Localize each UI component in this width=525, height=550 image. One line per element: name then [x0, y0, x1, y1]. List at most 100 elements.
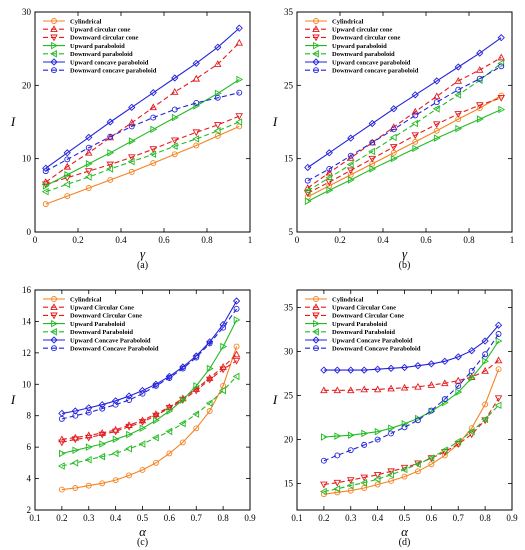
data-point — [388, 478, 395, 484]
data-point — [128, 103, 136, 111]
x-tick-label: 0 — [33, 235, 38, 245]
data-point — [235, 24, 243, 32]
data-point — [84, 455, 92, 464]
data-point — [325, 173, 333, 182]
legend-entry: Downward paraboloid — [70, 51, 133, 58]
data-point — [232, 357, 241, 365]
data-point — [412, 112, 419, 119]
data-point — [326, 186, 334, 194]
series-line — [45, 125, 240, 205]
series-0 — [58, 343, 240, 493]
plot-frame — [34, 11, 251, 233]
data-point — [150, 160, 157, 167]
data-point — [206, 340, 213, 347]
legend-entry: Upward circular cone — [70, 27, 131, 34]
data-point — [193, 354, 200, 361]
data-point — [128, 168, 135, 175]
y-axis-label: I — [10, 392, 16, 407]
data-point — [107, 133, 114, 140]
y-tick-label: 25 — [284, 391, 294, 401]
data-point — [497, 53, 506, 61]
data-point — [497, 59, 505, 68]
y-tick-label: 25 — [284, 80, 294, 90]
data-point — [193, 425, 200, 432]
data-point — [441, 396, 448, 403]
data-point — [390, 154, 398, 163]
y-tick-label: 30 — [22, 7, 32, 17]
data-point — [219, 386, 226, 395]
series-line — [61, 308, 238, 420]
data-point — [347, 134, 355, 142]
series-line — [307, 108, 502, 202]
series-line — [61, 376, 237, 467]
data-point — [149, 103, 158, 111]
data-point — [232, 297, 241, 305]
data-point — [58, 415, 65, 422]
data-point — [468, 374, 476, 382]
data-point — [192, 129, 201, 137]
data-point — [112, 477, 119, 484]
data-point — [152, 410, 160, 417]
data-point — [427, 360, 436, 368]
data-point — [346, 160, 354, 169]
data-point — [205, 374, 214, 381]
data-point — [99, 440, 107, 448]
series-line — [323, 404, 499, 493]
x-tick-label: 0.9 — [506, 513, 518, 523]
data-point — [361, 429, 369, 438]
data-point — [84, 434, 93, 442]
data-point — [498, 105, 506, 114]
data-point — [149, 146, 158, 154]
series-2 — [303, 94, 506, 198]
data-point — [346, 481, 354, 490]
data-point — [233, 316, 241, 324]
data-point — [412, 144, 420, 153]
legend-marker — [51, 319, 58, 328]
data-point — [138, 440, 146, 448]
data-point — [219, 366, 227, 374]
data-point — [347, 152, 354, 159]
data-point — [98, 429, 106, 436]
data-point — [85, 144, 92, 151]
data-point — [441, 398, 449, 407]
data-point — [432, 105, 440, 113]
legend-marker — [50, 50, 57, 58]
data-point — [165, 427, 173, 436]
data-point — [84, 168, 93, 176]
data-point — [414, 382, 422, 390]
legend-marker — [313, 41, 320, 50]
data-point — [152, 412, 160, 420]
data-point — [320, 457, 327, 464]
data-point — [152, 459, 159, 466]
data-point — [166, 375, 173, 381]
x-tick-label: 0.2 — [56, 513, 67, 523]
data-point — [127, 118, 136, 126]
data-point — [179, 397, 187, 404]
legend-marker — [50, 336, 58, 344]
legend-marker — [312, 303, 320, 311]
data-point — [236, 75, 244, 84]
data-point — [495, 331, 502, 337]
data-point — [414, 468, 421, 475]
data-point — [347, 366, 355, 374]
legend-entry: Upward paraboloid — [70, 43, 125, 50]
data-point — [125, 421, 133, 428]
data-point — [63, 180, 71, 189]
data-point — [319, 487, 327, 496]
data-point — [347, 431, 355, 439]
data-point — [205, 399, 213, 407]
series-3 — [59, 316, 241, 458]
data-point — [220, 342, 228, 351]
x-tick-label: 0.2 — [318, 513, 329, 523]
data-point — [152, 380, 160, 388]
data-point — [346, 167, 355, 175]
series-line — [61, 360, 237, 443]
data-point — [481, 367, 489, 374]
data-point — [360, 385, 368, 393]
legend: Cylindrical Upward circular cone Downward … — [43, 18, 157, 75]
legend-entry: Cylindrical — [70, 18, 102, 25]
data-point — [494, 395, 503, 403]
x-axis-label: α — [401, 524, 409, 539]
data-point — [64, 171, 72, 179]
